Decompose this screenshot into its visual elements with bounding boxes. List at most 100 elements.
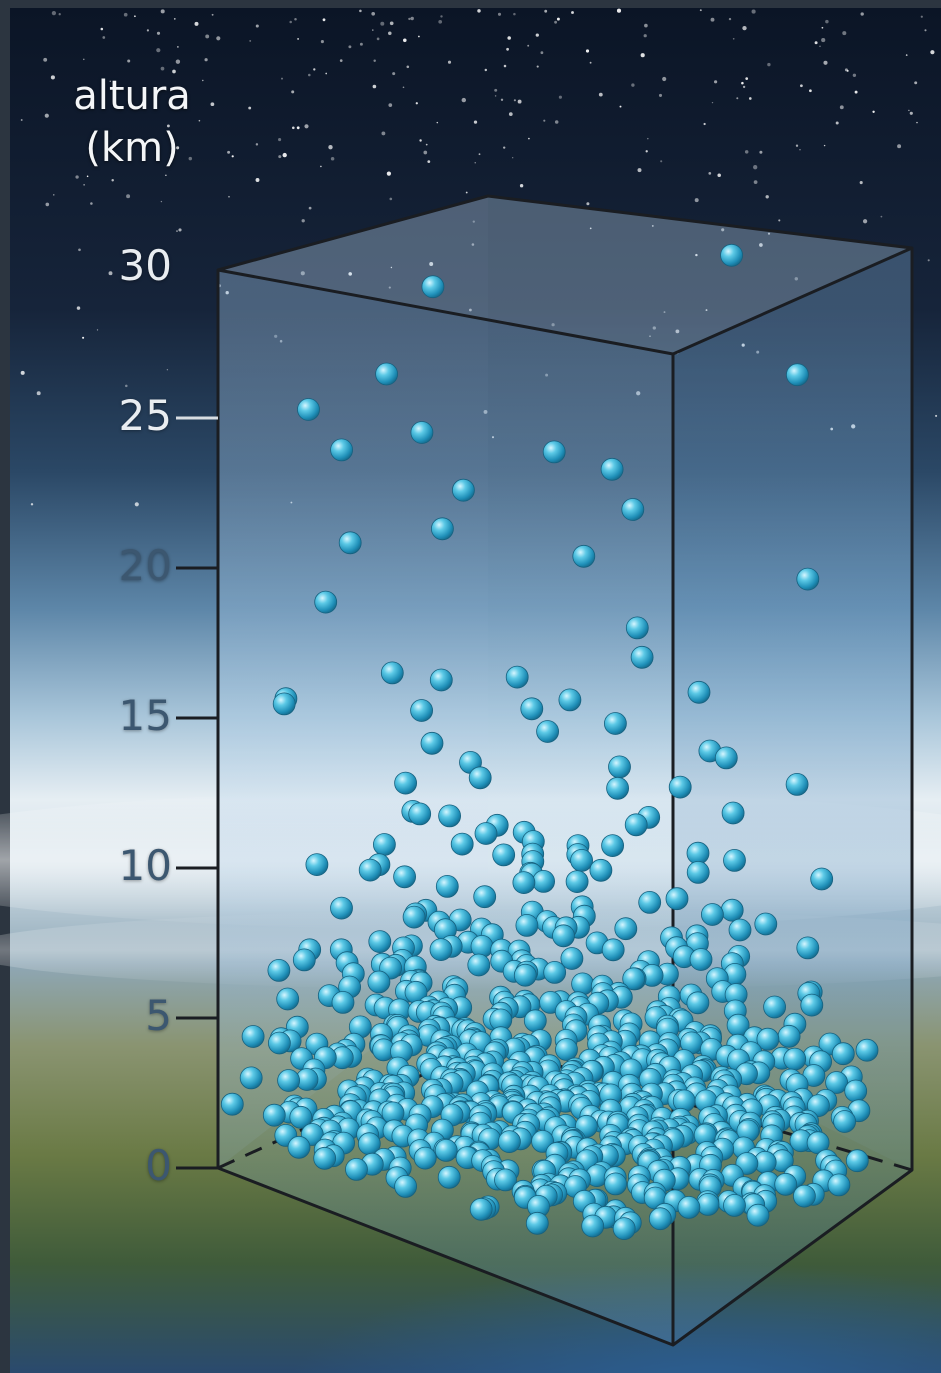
air-particle <box>612 1217 636 1240</box>
air-particle <box>289 1105 313 1129</box>
air-particle <box>686 991 710 1015</box>
star <box>473 120 478 124</box>
star <box>178 228 182 232</box>
star <box>313 68 316 71</box>
air-particle <box>774 1172 798 1196</box>
air-particle <box>345 1158 368 1181</box>
star <box>166 369 169 371</box>
star <box>908 109 910 112</box>
star <box>753 180 758 184</box>
air-particle <box>450 832 474 856</box>
star <box>506 47 509 51</box>
star <box>694 198 699 203</box>
star <box>381 131 386 136</box>
air-particle <box>368 930 392 953</box>
air-particle <box>608 755 631 779</box>
star <box>461 97 466 103</box>
air-particle <box>723 849 746 872</box>
star <box>823 60 828 65</box>
star <box>304 124 309 129</box>
air-particle <box>331 991 355 1014</box>
star <box>330 156 335 161</box>
star <box>799 149 801 151</box>
star <box>188 156 193 161</box>
star <box>440 15 443 18</box>
star <box>699 9 702 12</box>
star <box>662 76 667 82</box>
air-particle <box>555 1038 578 1061</box>
air-particle <box>543 961 567 984</box>
star <box>320 40 324 44</box>
air-particle <box>451 478 475 502</box>
star <box>916 121 918 124</box>
star <box>494 88 498 92</box>
star <box>543 119 546 122</box>
star <box>708 172 712 175</box>
star <box>503 64 507 68</box>
star <box>935 414 938 417</box>
air-particle <box>677 1196 701 1219</box>
star <box>76 306 81 310</box>
star <box>736 97 739 100</box>
star <box>308 206 312 210</box>
star <box>586 202 590 206</box>
air-particle <box>572 544 596 568</box>
star <box>839 105 844 110</box>
air-particle <box>402 905 426 929</box>
air-particle <box>330 438 354 462</box>
star <box>649 335 651 337</box>
star <box>819 45 821 48</box>
air-particle <box>800 993 824 1017</box>
star <box>835 121 839 125</box>
star <box>914 81 918 85</box>
air-particle <box>525 1211 549 1235</box>
star <box>497 12 502 16</box>
star <box>821 38 826 43</box>
star <box>585 49 590 53</box>
star <box>111 178 114 182</box>
star <box>228 195 230 198</box>
star <box>125 384 128 388</box>
star <box>767 232 771 235</box>
star <box>427 160 431 163</box>
star <box>78 248 81 252</box>
air-particle <box>754 912 778 936</box>
star <box>909 111 913 115</box>
air-particle <box>746 1203 770 1227</box>
star <box>823 144 826 147</box>
star <box>388 103 393 107</box>
star <box>598 92 603 97</box>
air-particle <box>689 948 713 971</box>
star <box>205 34 210 39</box>
air-particle <box>720 898 744 922</box>
star <box>156 48 161 53</box>
star <box>859 181 863 185</box>
star <box>75 175 79 179</box>
star <box>809 89 812 93</box>
star <box>854 90 858 94</box>
star <box>842 31 847 36</box>
star <box>248 106 252 110</box>
air-particle <box>786 363 809 387</box>
air-particle <box>468 766 492 790</box>
star <box>418 35 420 38</box>
star <box>166 124 170 128</box>
tick-label-5: 5 <box>145 991 172 1040</box>
star <box>44 113 49 118</box>
star <box>536 65 539 68</box>
air-particle <box>614 917 638 941</box>
star <box>862 219 868 224</box>
star <box>751 9 756 14</box>
air-particle <box>581 1214 605 1238</box>
star <box>282 152 287 158</box>
star <box>392 72 396 76</box>
star <box>732 37 735 40</box>
star <box>96 329 99 331</box>
star <box>551 323 555 327</box>
star <box>703 122 706 126</box>
air-particle <box>536 720 559 743</box>
star <box>714 80 718 84</box>
star <box>20 119 23 121</box>
air-particle <box>542 440 566 464</box>
star <box>767 62 771 67</box>
